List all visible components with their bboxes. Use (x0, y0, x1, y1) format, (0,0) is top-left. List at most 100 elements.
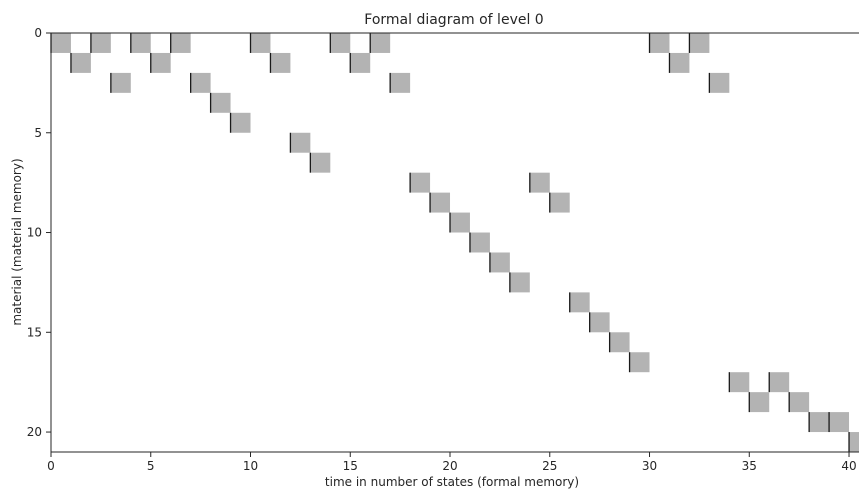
cell-rect (829, 412, 850, 433)
cell-23 (529, 172, 550, 193)
cell-35 (768, 372, 790, 393)
cell-11 (269, 52, 291, 73)
x-tick-label: 0 (47, 459, 55, 473)
cell-rect (250, 33, 271, 53)
cell-40 (848, 432, 859, 452)
cell-rect (749, 392, 770, 413)
cell-rect (709, 72, 730, 93)
cell-22 (409, 172, 431, 193)
cell-33 (628, 352, 650, 373)
cell-rect (849, 432, 859, 452)
y-ticks-layer: 0 5 10 15 20 (27, 26, 51, 439)
cell-39 (828, 412, 850, 433)
cell-rect (170, 33, 191, 53)
cell-rect (330, 33, 351, 53)
cell-32 (608, 332, 630, 353)
cell-rect (509, 272, 530, 293)
cell-1 (90, 33, 111, 53)
y-axis-label: material (material memory) (10, 158, 24, 325)
cell-31 (589, 312, 610, 333)
cell-16 (389, 72, 411, 93)
cell-38 (808, 412, 830, 433)
cell-15 (190, 72, 211, 93)
x-tick-label: 5 (147, 459, 155, 473)
cell-18 (209, 92, 231, 113)
cell-10 (150, 52, 171, 73)
cell-0 (50, 33, 71, 53)
cell-rect (410, 172, 431, 193)
x-tick-label: 25 (542, 459, 557, 473)
x-tick-label: 10 (243, 459, 258, 473)
y-tick-label: 15 (27, 325, 42, 339)
cell-rect (469, 232, 490, 253)
cell-rect (70, 52, 91, 73)
cell-34 (728, 372, 750, 393)
x-tick-label: 30 (642, 459, 657, 473)
cell-rect (430, 192, 451, 213)
cell-rect (270, 52, 291, 73)
y-tick-label: 10 (27, 226, 42, 240)
cell-3 (170, 33, 191, 53)
cell-rect (609, 332, 630, 353)
cell-rect (210, 92, 231, 113)
x-tick-label: 20 (442, 459, 457, 473)
cell-36 (748, 392, 770, 413)
x-ticks-layer: 0 5 10 15 20 25 30 35 40 (47, 452, 857, 473)
cell-rect (310, 152, 331, 173)
cell-27 (469, 232, 490, 253)
cell-29 (509, 272, 530, 293)
cell-8 (688, 33, 710, 53)
cell-rect (589, 312, 610, 333)
y-tick-label: 0 (34, 26, 42, 40)
y-tick-label: 5 (34, 126, 42, 140)
x-tick-label: 15 (343, 459, 358, 473)
cell-rect (769, 372, 790, 393)
cell-30 (569, 292, 590, 313)
cell-rect (649, 33, 670, 53)
cell-37 (788, 392, 810, 413)
cell-20 (289, 132, 311, 153)
cell-rect (90, 33, 111, 53)
cell-rect (489, 252, 510, 273)
cell-rect (190, 72, 211, 93)
x-axis-label: time in number of states (formal memory) (325, 475, 579, 489)
cell-rect (629, 352, 650, 373)
cell-rect (230, 112, 251, 133)
cell-6 (369, 33, 391, 53)
cell-9 (70, 52, 91, 73)
cell-rect (729, 372, 750, 393)
cell-5 (329, 33, 351, 53)
x-tick-label: 40 (841, 459, 856, 473)
y-tick-label: 20 (27, 425, 42, 439)
cell-7 (648, 33, 670, 53)
cell-4 (249, 33, 271, 53)
cell-rect (390, 72, 411, 93)
cell-13 (668, 52, 690, 73)
cell-rect (150, 52, 171, 73)
cell-17 (708, 72, 730, 93)
cell-19 (229, 112, 251, 133)
cell-2 (130, 33, 151, 53)
cell-rect (689, 33, 710, 53)
cell-24 (429, 192, 451, 213)
cell-rect (669, 52, 690, 73)
cell-rect (290, 132, 311, 153)
cell-25 (549, 192, 570, 213)
cell-14 (110, 72, 131, 93)
cell-21 (309, 152, 331, 173)
cell-rect (51, 33, 71, 53)
chart-title: Formal diagram of level 0 (364, 12, 543, 28)
cell-26 (449, 212, 470, 233)
cell-rect (529, 172, 550, 193)
cell-rect (809, 412, 830, 433)
cell-rect (110, 72, 131, 93)
x-tick-label: 35 (742, 459, 757, 473)
cell-12 (349, 52, 371, 73)
cell-rect (130, 33, 151, 53)
cell-rect (569, 292, 590, 313)
cell-rect (370, 33, 391, 53)
cell-rect (350, 52, 371, 73)
cell-rect (450, 212, 470, 233)
cell-28 (489, 252, 510, 273)
